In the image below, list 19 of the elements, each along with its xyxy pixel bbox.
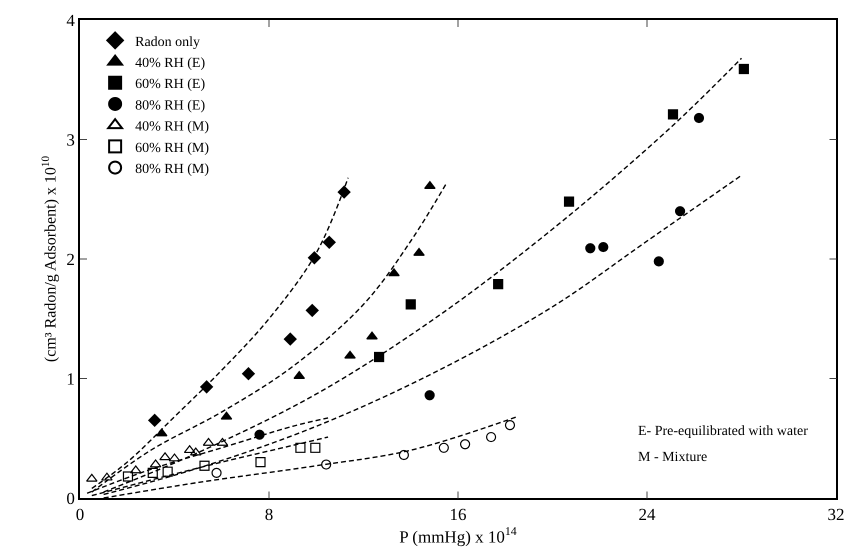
legend-label: 40% RH (E) bbox=[135, 56, 206, 72]
y-tick-label: 0 bbox=[66, 488, 75, 508]
y-tick-label: 4 bbox=[66, 10, 76, 30]
legend-label: 60% RH (E) bbox=[135, 77, 206, 92]
legend-label: 60% RH (M) bbox=[135, 140, 210, 156]
y-tick-label: 2 bbox=[66, 250, 75, 269]
legend-label: 80% RH (E) bbox=[135, 98, 206, 114]
y-tick-label: 3 bbox=[66, 130, 75, 150]
legend-label: 80% RH (M) bbox=[135, 162, 210, 178]
legend-label: 40% RH (M) bbox=[135, 120, 210, 135]
x-tick-label: 8 bbox=[264, 505, 274, 524]
x-tick-label: 32 bbox=[828, 505, 844, 524]
x-axis-title: P (mmHg) x 10$^{14}$ bbox=[399, 524, 517, 546]
x-tick-label: 24 bbox=[638, 505, 656, 524]
annotation: E- Pre-equilibrated with water bbox=[638, 424, 808, 439]
x-tick-label: 16 bbox=[450, 505, 466, 524]
legend-label: Radon only bbox=[135, 34, 200, 50]
y-tick-label: 1 bbox=[66, 369, 75, 388]
annotation: M - Mixture bbox=[638, 450, 708, 465]
